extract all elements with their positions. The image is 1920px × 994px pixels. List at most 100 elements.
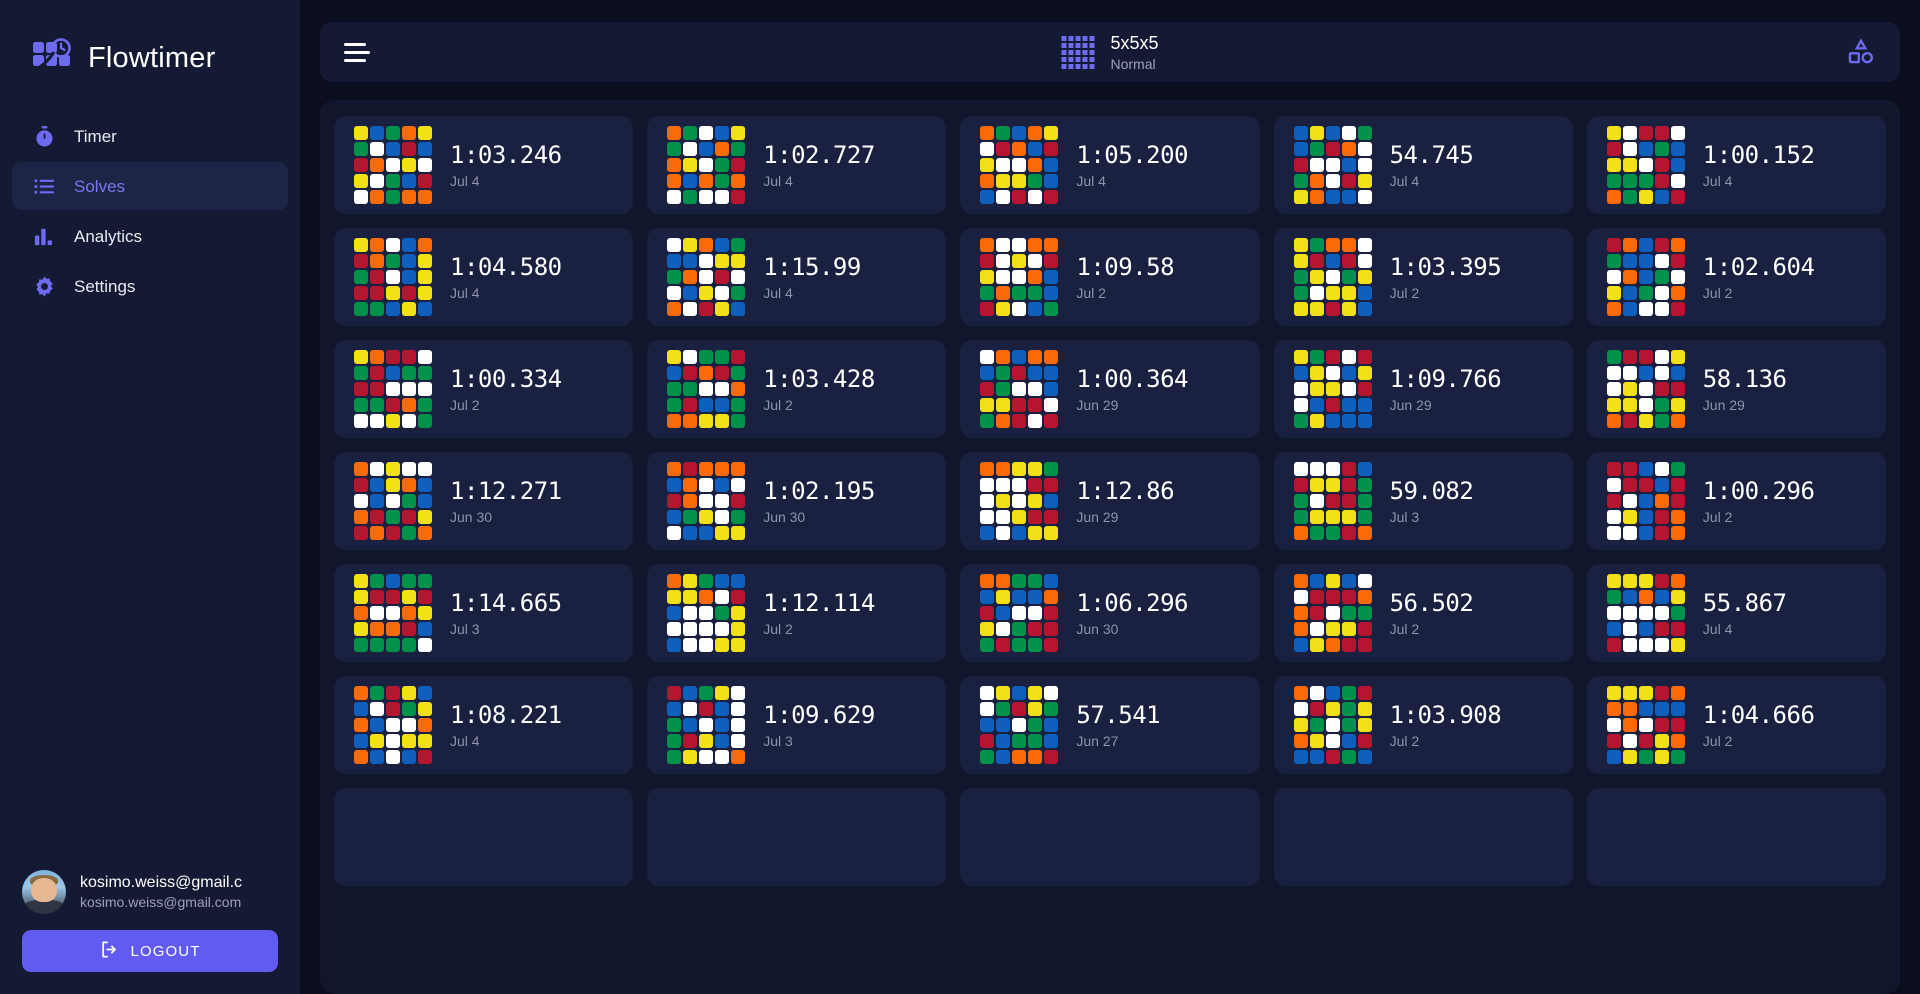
cube-sticker: [370, 270, 384, 284]
cube-pattern: [354, 238, 432, 316]
cube-sticker: [1638, 750, 1653, 764]
solve-card[interactable]: 1:03.395 Jul 2: [1273, 228, 1573, 326]
solve-card[interactable]: 59.082 Jul 3: [1273, 452, 1573, 550]
solve-meta: 1:05.200 Jul 4: [1076, 141, 1188, 189]
solve-card[interactable]: 1:06.296 Jun 30: [960, 564, 1260, 662]
solve-card[interactable]: 1:02.604 Jul 2: [1586, 228, 1886, 326]
cube-sticker: [1639, 830, 1653, 844]
solve-card[interactable]: 55.867 Jul 4: [1586, 564, 1886, 662]
cube-sticker: [715, 734, 730, 748]
solve-card[interactable]: 1:00.334 Jul 2: [334, 340, 634, 438]
cube-sticker: [996, 718, 1011, 732]
sidebar-item-solves[interactable]: Solves: [12, 162, 288, 210]
cube-sticker: [1606, 462, 1621, 476]
cube-sticker: [402, 350, 416, 364]
cube-sticker: [667, 622, 682, 636]
cube-sticker: [1293, 414, 1308, 428]
cube-sticker: [1670, 574, 1685, 588]
cube-sticker: [418, 286, 432, 300]
cube-sticker: [1655, 798, 1669, 812]
cube-sticker: [1357, 286, 1372, 300]
cube-sticker: [1357, 270, 1372, 284]
solve-card[interactable]: 1:12.114 Jul 2: [647, 564, 947, 662]
logout-button[interactable]: LOGOUT: [22, 930, 278, 972]
solve-card[interactable]: 1:00.364 Jun 29: [960, 340, 1260, 438]
cube-sticker: [386, 382, 400, 396]
solve-card[interactable]: 1:03.908 Jul 2: [1273, 676, 1573, 774]
solve-time: 1:12.271: [450, 477, 562, 505]
solve-time: 1:02.195: [763, 477, 875, 505]
cube-sticker: [1325, 622, 1340, 636]
cube-sticker: [354, 862, 368, 876]
cube-sticker: [1325, 414, 1340, 428]
solve-meta: 1:00.152 Jul 4: [1703, 141, 1815, 189]
solve-card[interactable]: 1:09.629 Jul 3: [647, 676, 947, 774]
solve-card[interactable]: [1273, 788, 1573, 886]
solve-card[interactable]: 1:09.766 Jun 29: [1273, 340, 1573, 438]
solve-card[interactable]: 1:12.86 Jun 29: [960, 452, 1260, 550]
cube-sticker: [354, 638, 368, 652]
sidebar-item-analytics[interactable]: Analytics: [12, 212, 288, 260]
cube-sticker: [386, 702, 400, 716]
solve-card[interactable]: 1:03.246 Jul 4: [334, 116, 634, 214]
cube-sticker: [1606, 734, 1621, 748]
cube-sticker: [1357, 398, 1372, 412]
cube-sticker: [1044, 302, 1059, 316]
solve-card[interactable]: 1:02.195 Jun 30: [647, 452, 947, 550]
solve-card[interactable]: 57.541 Jun 27: [960, 676, 1260, 774]
cube-sticker: [1670, 702, 1685, 716]
solve-card[interactable]: [960, 788, 1260, 886]
cube-sticker: [699, 638, 714, 652]
hamburger-menu-icon[interactable]: [344, 42, 370, 62]
user-row[interactable]: kosimo.weiss@gmail.c kosimo.weiss@gmail.…: [22, 870, 278, 914]
solve-card[interactable]: 1:00.152 Jul 4: [1586, 116, 1886, 214]
cube-sticker: [1622, 574, 1637, 588]
solve-card[interactable]: 1:02.727 Jul 4: [647, 116, 947, 214]
sidebar-item-timer[interactable]: Timer: [12, 112, 288, 160]
cube-sticker: [731, 302, 746, 316]
cube-sticker: [1638, 366, 1653, 380]
cube-sticker: [1606, 254, 1621, 268]
cube-sticker: [1012, 286, 1027, 300]
solve-card[interactable]: 1:00.296 Jul 2: [1586, 452, 1886, 550]
solve-time: 1:02.727: [763, 141, 875, 169]
solve-card[interactable]: 56.502 Jul 2: [1273, 564, 1573, 662]
cube-sticker: [1325, 462, 1340, 476]
cube-sticker: [1654, 510, 1669, 524]
solve-card[interactable]: 58.136 Jun 29: [1586, 340, 1886, 438]
solve-card[interactable]: 54.745 Jul 4: [1273, 116, 1573, 214]
cube-sticker: [683, 382, 698, 396]
solve-card[interactable]: 1:08.221 Jul 4: [334, 676, 634, 774]
shapes-icon[interactable]: [1846, 37, 1876, 67]
solve-meta: 55.867 Jul 4: [1703, 589, 1787, 637]
solve-time: 1:09.58: [1076, 253, 1175, 281]
solve-card[interactable]: 1:04.580 Jul 4: [334, 228, 634, 326]
solve-card[interactable]: [334, 788, 634, 886]
solve-card[interactable]: 1:15.99 Jul 4: [647, 228, 947, 326]
cube-sticker: [386, 734, 400, 748]
solve-card[interactable]: 1:05.200 Jul 4: [960, 116, 1260, 214]
cube-sticker: [1654, 126, 1669, 140]
solve-card[interactable]: 1:14.665 Jul 3: [334, 564, 634, 662]
solve-card[interactable]: 1:03.428 Jul 2: [647, 340, 947, 438]
cube-sticker: [1293, 510, 1308, 524]
cube-sticker: [1028, 606, 1043, 620]
cube-sticker: [1309, 270, 1324, 284]
solve-card[interactable]: [647, 788, 947, 886]
cube-sticker: [1341, 270, 1356, 284]
cube-sticker: [1654, 606, 1669, 620]
solve-meta: 1:12.114 Jul 2: [763, 589, 875, 637]
cube-sticker: [354, 142, 368, 156]
solve-card[interactable]: 1:12.271 Jun 30: [334, 452, 634, 550]
solve-card[interactable]: [1586, 788, 1886, 886]
cube-sticker: [699, 574, 714, 588]
cube-sticker: [1622, 382, 1637, 396]
cube-sticker: [1654, 254, 1669, 268]
solve-card[interactable]: 1:04.666 Jul 2: [1586, 676, 1886, 774]
cube-sticker: [402, 718, 416, 732]
solve-card[interactable]: 1:09.58 Jul 2: [960, 228, 1260, 326]
sidebar-item-settings[interactable]: Settings: [12, 262, 288, 310]
cube-sticker: [1606, 142, 1621, 156]
cube-sticker: [1012, 830, 1026, 844]
cube-sticker: [980, 190, 995, 204]
